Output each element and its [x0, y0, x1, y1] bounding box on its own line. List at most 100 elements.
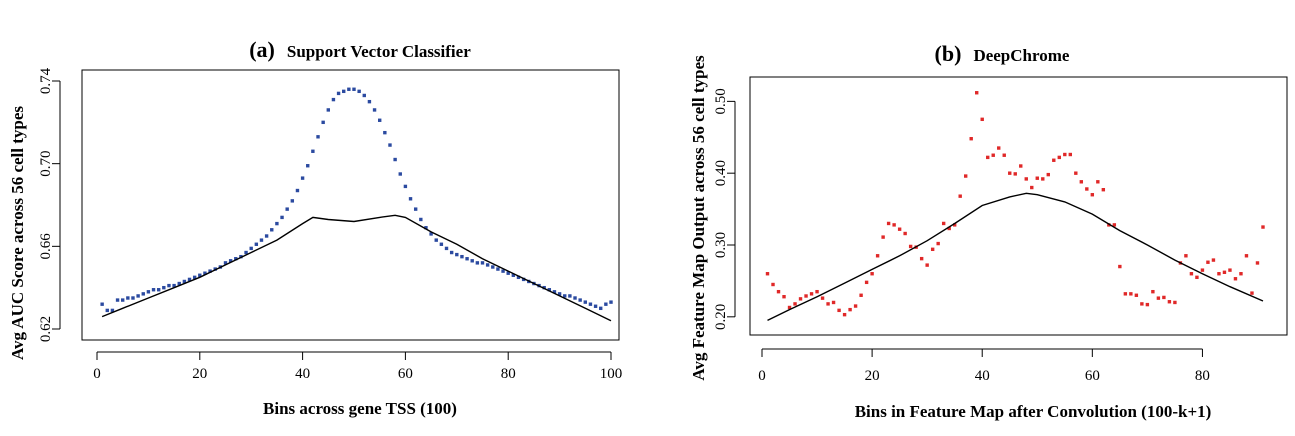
panel-b-marks — [765, 91, 1265, 322]
data-point — [1244, 254, 1249, 258]
data-point — [131, 296, 135, 300]
data-point — [151, 288, 156, 292]
data-point — [1002, 153, 1006, 157]
data-point — [963, 174, 968, 178]
y-tick-label: 0.62 — [38, 316, 54, 342]
data-point — [804, 294, 808, 298]
data-point — [936, 241, 940, 246]
data-point — [986, 155, 990, 160]
data-point — [1074, 171, 1078, 175]
data-point — [110, 308, 115, 313]
data-point — [1134, 293, 1139, 297]
data-point — [378, 118, 382, 122]
data-point — [542, 285, 546, 290]
data-point — [1195, 275, 1199, 280]
data-point — [388, 143, 392, 147]
data-point — [449, 250, 454, 255]
data-point — [975, 91, 979, 95]
data-point — [578, 298, 582, 302]
data-point — [1151, 289, 1155, 294]
data-point — [172, 283, 176, 288]
data-point — [837, 308, 841, 313]
data-point — [1090, 193, 1095, 197]
data-point — [228, 259, 233, 263]
data-point — [815, 289, 819, 294]
data-point — [162, 285, 166, 290]
data-point — [480, 261, 485, 265]
data-point — [1112, 223, 1117, 227]
data-point — [239, 254, 243, 259]
data-point — [393, 157, 397, 162]
data-point — [1123, 292, 1128, 296]
data-point — [316, 135, 320, 139]
y-tick-label: 0.30 — [713, 232, 729, 258]
data-point — [331, 97, 336, 102]
data-point — [557, 292, 562, 296]
data-point — [1233, 277, 1238, 281]
data-point — [244, 250, 248, 255]
data-point — [1129, 292, 1133, 296]
data-point — [1118, 264, 1122, 269]
data-point — [782, 295, 786, 299]
x-tick-label: 0 — [93, 366, 101, 382]
data-point — [1041, 177, 1045, 181]
data-point — [793, 302, 797, 306]
data-point — [511, 273, 516, 277]
data-point — [1228, 268, 1232, 272]
data-point — [280, 215, 284, 220]
smooth-curve — [101, 214, 612, 322]
x-tick-label: 40 — [295, 366, 310, 382]
y-tick-label: 0.70 — [38, 151, 54, 177]
data-point — [1261, 225, 1265, 229]
x-tick-label: 20 — [865, 368, 880, 384]
data-point — [306, 164, 310, 168]
data-point — [573, 296, 577, 300]
data-point — [1211, 258, 1216, 262]
data-point — [765, 272, 770, 276]
data-point — [848, 307, 852, 312]
data-point — [1250, 291, 1254, 295]
data-point — [1239, 272, 1243, 276]
data-point — [1035, 176, 1039, 180]
data-point — [1140, 302, 1144, 306]
x-tick-label: 0 — [758, 368, 766, 384]
data-point — [892, 223, 896, 227]
panel-a-ylabel: Avg AUC Score across 56 cell types — [8, 106, 27, 360]
data-point — [177, 281, 181, 286]
data-point — [485, 263, 490, 267]
data-point — [903, 231, 907, 236]
data-point — [853, 304, 858, 308]
data-point — [249, 246, 253, 251]
data-point — [1145, 302, 1150, 307]
x-tick-label: 80 — [1195, 368, 1210, 384]
data-point — [842, 312, 847, 317]
data-point — [311, 149, 315, 153]
data-point — [1255, 261, 1260, 265]
data-point — [908, 244, 913, 249]
panel-a-title-text: Support Vector Classifier — [287, 42, 471, 61]
panel-a-marks — [100, 87, 613, 322]
data-point — [593, 304, 598, 308]
data-point — [552, 290, 557, 294]
panel-b-plot-frame — [749, 76, 1288, 336]
data-point — [264, 234, 269, 238]
data-point — [859, 293, 863, 297]
data-point — [609, 300, 613, 304]
panel-b-tag: (b) — [935, 41, 962, 66]
data-point — [1046, 172, 1050, 177]
data-point — [465, 257, 469, 261]
data-point — [1156, 296, 1161, 300]
data-point — [980, 117, 984, 122]
data-point — [187, 277, 192, 282]
panel-b-xlabel: Bins in Feature Map after Convolution (1… — [855, 402, 1212, 421]
data-point — [295, 188, 300, 193]
data-point — [439, 242, 444, 246]
smooth-curve — [767, 192, 1264, 322]
data-point — [583, 300, 587, 304]
data-point — [223, 261, 228, 265]
y-tick-label: 0.20 — [713, 304, 729, 330]
data-point — [506, 271, 510, 275]
panel-a-xlabel: Bins across gene TSS (100) — [263, 399, 457, 418]
data-point — [1107, 223, 1111, 227]
data-point — [886, 221, 891, 226]
